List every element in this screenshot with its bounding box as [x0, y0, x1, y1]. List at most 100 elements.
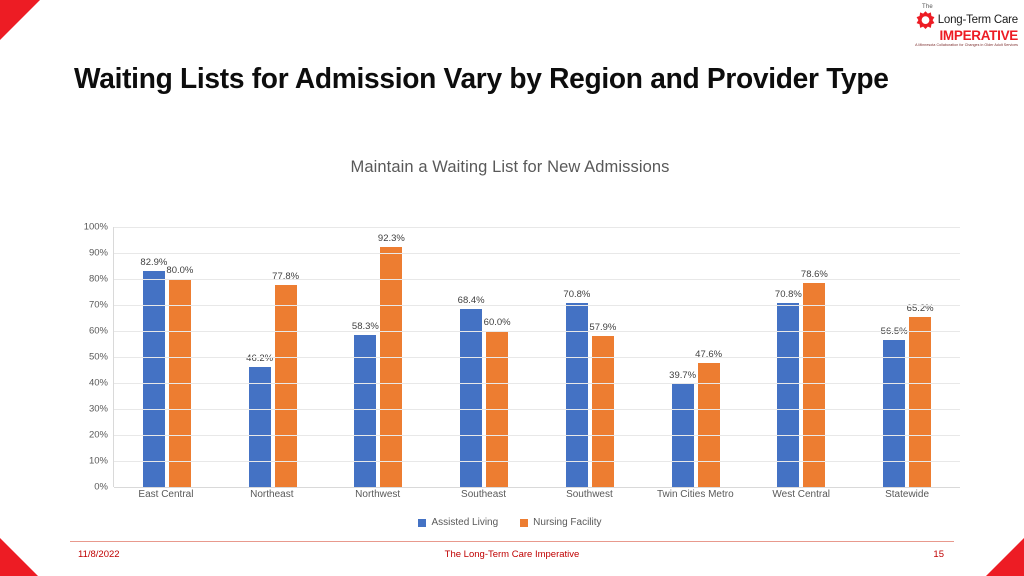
bar-value-label: 65.2% [906, 303, 934, 315]
gridline [114, 383, 960, 384]
gridline [114, 435, 960, 436]
bar-slot: 82.9% [140, 227, 168, 487]
bar-slot: 70.8% [563, 227, 591, 487]
bar-group: 58.3% 92.3% [326, 227, 432, 487]
bar-value-label: 92.3% [377, 233, 405, 245]
bar-slot: 46.2% [246, 227, 274, 487]
gridline [114, 279, 960, 280]
bar-slot: 65.2% [906, 227, 934, 487]
bar-value-label: 78.6% [800, 268, 828, 280]
bar-assisted-living[interactable] [565, 302, 588, 487]
bar-value-label: 46.2% [246, 352, 274, 364]
plot-area-wrapper: 0% 10% 20% 30% 40% 50% 60% 70% 80% 90% 100% 82.9% 8… [60, 187, 960, 528]
y-axis-tick-label: 40% [88, 377, 108, 389]
page-title: Waiting Lists for Admission Vary by Regi… [74, 63, 889, 95]
bar-assisted-living[interactable] [142, 271, 165, 487]
x-axis-tick-label: West Central [772, 489, 830, 500]
x-axis-tick-label: Southeast [461, 489, 507, 500]
bar-slot: 92.3% [377, 227, 405, 487]
x-axis-tick-label: Southwest [566, 489, 613, 500]
bar-assisted-living[interactable] [777, 302, 800, 487]
bar-value-label: 80.0% [166, 265, 194, 276]
organization-logo: The Long-Term Care IMPERATIVE A Minnesot… [900, 4, 1018, 47]
y-axis-tick-label: 0% [94, 481, 108, 493]
bar-group: 46.2% 77.8% [220, 227, 326, 487]
gridline [114, 331, 960, 332]
bar-value-label: 77.8% [272, 270, 300, 282]
footer: 11/8/2022 The Long-Term Care Imperative … [70, 549, 954, 565]
chart-title: Maintain a Waiting List for New Admissio… [350, 158, 670, 176]
legend-label: Assisted Living [431, 517, 499, 528]
corner-decoration-bottom-right [986, 538, 1024, 576]
bar-slot: 77.8% [272, 227, 300, 487]
legend-color-swatch [418, 518, 427, 527]
y-axis-tick-label: 50% [88, 351, 108, 363]
bar-assisted-living[interactable] [354, 335, 377, 487]
plot-area: 82.9% 80.0% 46.2% 77.8% 58.3% 92.3% 68.4% 60.0%… [113, 227, 960, 488]
logo-tagline: A Minnesota Collaboration for Changes in… [915, 42, 1018, 48]
gridline [114, 487, 960, 488]
y-axis-tick-label: 60% [88, 325, 108, 337]
x-axis-tick-label: Twin Cities Metro [656, 489, 734, 500]
legend-color-swatch [520, 518, 529, 527]
bar-value-label: 39.7% [669, 369, 697, 381]
y-axis-tick-label: 100% [83, 221, 108, 233]
bar-value-label: 82.9% [140, 257, 168, 269]
bar-slot: 70.8% [774, 227, 802, 487]
y-axis-tick-label: 10% [88, 455, 108, 467]
bar-slot: 58.3% [351, 227, 379, 487]
x-axis: East Central Northeast Northwest Southeast S… [113, 489, 960, 500]
bar-value-label: 68.4% [457, 295, 485, 307]
y-axis-tick-label: 90% [88, 247, 108, 259]
bar-group: 70.8% 57.9% [537, 227, 643, 487]
logo-line-1: Long-Term Care [937, 13, 1018, 26]
chart-container: Maintain a Waiting List for New Admissio… [60, 152, 960, 528]
legend-item[interactable]: Assisted Living [418, 517, 498, 528]
chart-legend: Assisted Living Nursing Facility [60, 517, 960, 528]
bar-groups: 82.9% 80.0% 46.2% 77.8% 58.3% 92.3% 68.4% 60.0%… [114, 227, 960, 487]
gridline [114, 409, 960, 410]
bar-slot: 57.9% [589, 227, 617, 487]
bar-assisted-living[interactable] [460, 309, 483, 487]
y-axis-tick-label: 20% [88, 429, 108, 441]
bar-nursing-facility[interactable] [591, 336, 614, 487]
y-axis: 0% 10% 20% 30% 40% 50% 60% 70% 80% 90% 100% [60, 222, 108, 493]
bar-value-label: 47.6% [695, 349, 723, 361]
x-axis-tick-label: Statewide [885, 489, 930, 500]
gear-burst-icon [916, 10, 935, 29]
gridline [114, 461, 960, 462]
gridline [114, 253, 960, 254]
bar-nursing-facility[interactable] [274, 284, 297, 487]
bar-assisted-living[interactable] [248, 366, 271, 487]
gridline [114, 357, 960, 358]
footer-divider [70, 541, 954, 542]
footer-date: 11/8/2022 [78, 549, 120, 560]
x-axis-tick-label: Northeast [250, 489, 294, 500]
bar-value-label: 60.0% [483, 317, 511, 328]
bar-value-label: 57.9% [589, 322, 617, 334]
bar-value-label: 70.8% [563, 288, 591, 300]
legend-label: Nursing Facility [533, 517, 602, 528]
bar-nursing-facility[interactable] [803, 282, 826, 487]
bar-nursing-facility[interactable] [909, 317, 932, 487]
y-axis-tick-label: 70% [88, 299, 108, 311]
x-axis-tick-label: Northwest [355, 489, 401, 500]
footer-organization: The Long-Term Care Imperative [444, 549, 580, 560]
bar-slot: 47.6% [695, 227, 723, 487]
x-axis-tick-label: East Central [138, 489, 194, 500]
bar-nursing-facility[interactable] [697, 363, 720, 487]
y-axis-tick-label: 80% [88, 273, 108, 285]
logo-primary-row: Long-Term Care [900, 10, 1018, 29]
gridline [114, 227, 960, 228]
bar-slot: 68.4% [457, 227, 485, 487]
y-axis-tick-label: 30% [88, 403, 108, 415]
bar-value-label: 58.3% [351, 321, 379, 333]
bar-value-label: 70.8% [774, 288, 802, 300]
legend-item[interactable]: Nursing Facility [520, 517, 602, 528]
bar-nursing-facility[interactable] [380, 247, 403, 487]
corner-decoration-bottom-left [0, 538, 38, 576]
corner-decoration-top-left [0, 0, 40, 40]
bar-assisted-living[interactable] [883, 340, 906, 487]
logo-the-text: The [922, 4, 933, 10]
